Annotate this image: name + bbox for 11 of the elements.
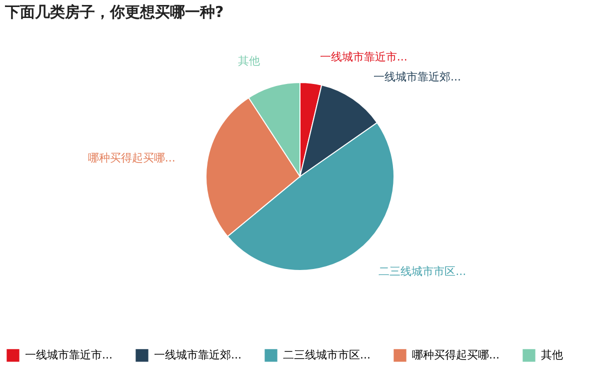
legend-label: 二三线城市市区... <box>283 348 370 362</box>
legend-label: 一线城市靠近郊... <box>154 348 242 362</box>
slice-label: 一线城市靠近郊... <box>373 70 461 84</box>
slice-label: 一线城市靠近市... <box>320 50 408 64</box>
legend-label: 哪种买得起买哪... <box>412 348 500 362</box>
slice-label: 哪种买得起买哪... <box>88 151 176 164</box>
slice-label: 其他 <box>238 54 260 68</box>
legend-label: 一线城市靠近市... <box>25 348 112 362</box>
slice-label: 二三线城市市区... <box>378 265 466 278</box>
chart-title: 下面几类房子，你更想买哪一种? <box>4 3 224 21</box>
legend-label: 其他 <box>541 348 563 362</box>
